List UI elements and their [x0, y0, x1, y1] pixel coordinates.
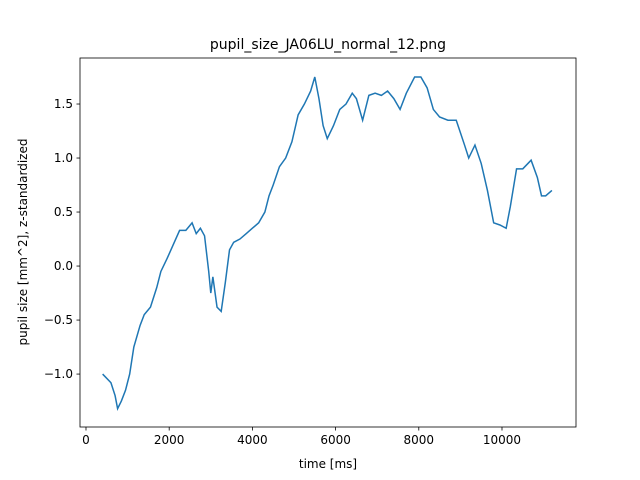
- y-tick-label: −1.0: [44, 367, 73, 381]
- y-tick-label: −0.5: [44, 313, 73, 327]
- y-tick-label: 0.5: [54, 205, 73, 219]
- x-tick-label: 0: [82, 433, 90, 447]
- y-tick-label: 1.0: [54, 151, 73, 165]
- plot-frame: [79, 57, 577, 428]
- x-tick-label: 10000: [483, 433, 521, 447]
- y-axis-label: pupil size [mm^2], z-standardized: [16, 139, 30, 346]
- x-axis-label: time [ms]: [299, 457, 357, 471]
- x-tick-label: 2000: [154, 433, 185, 447]
- x-tick-label: 8000: [404, 433, 435, 447]
- x-tick-label: 6000: [320, 433, 351, 447]
- data-line: [102, 76, 553, 411]
- chart-title: pupil_size_JA06LU_normal_12.png: [210, 37, 446, 53]
- y-tick-label: 1.5: [54, 97, 73, 111]
- y-tick-label: 0.0: [54, 259, 73, 273]
- x-tick-label: 4000: [237, 433, 268, 447]
